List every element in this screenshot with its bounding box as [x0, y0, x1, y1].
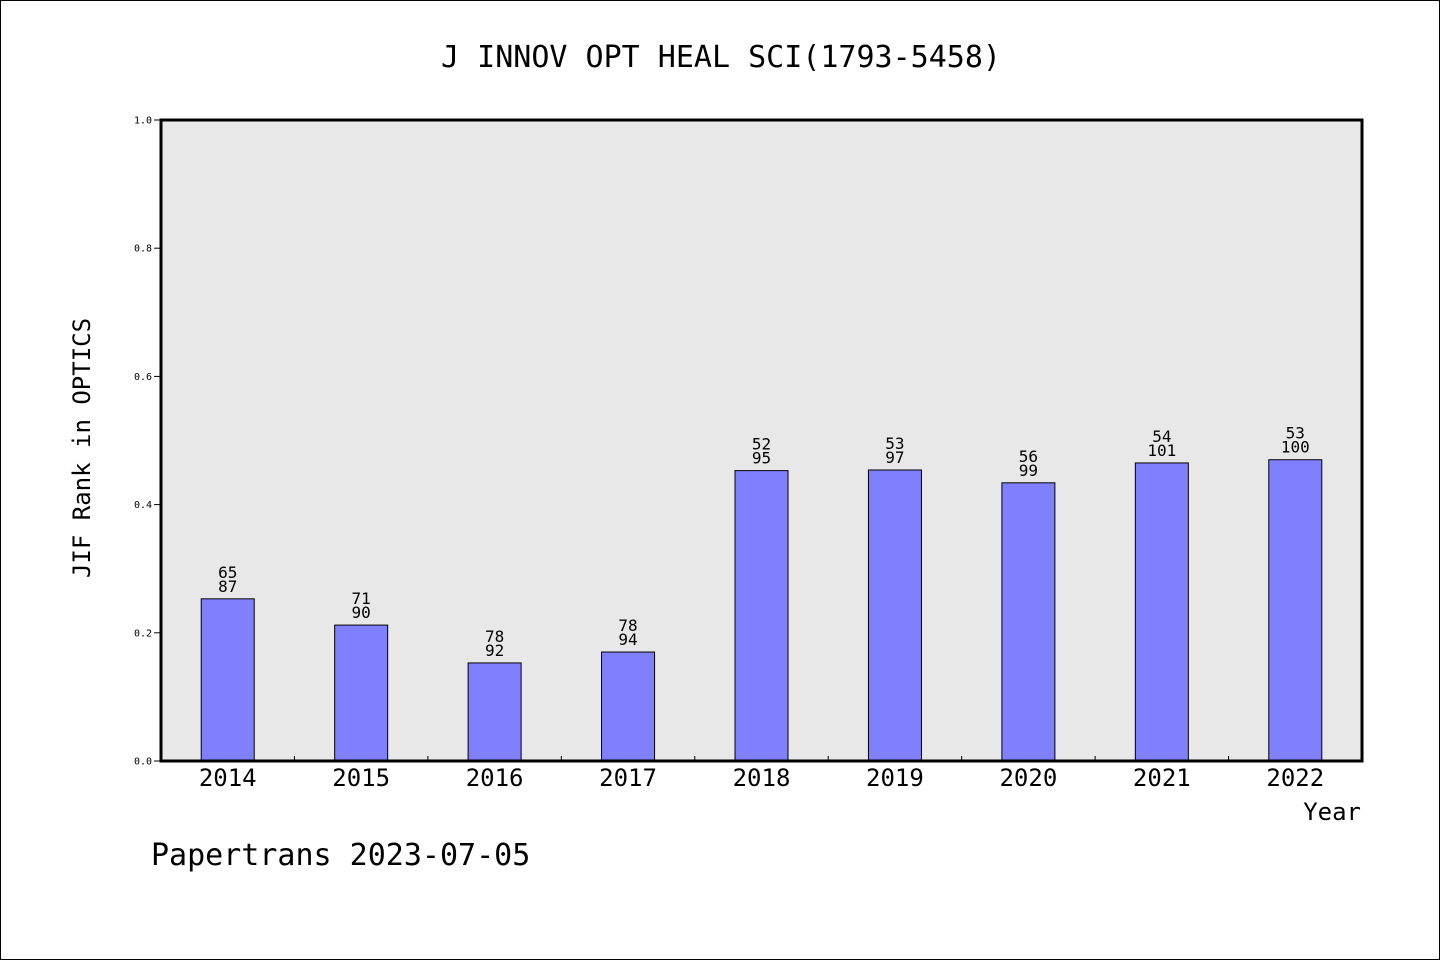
bar — [601, 651, 656, 762]
x-tick-label: 2016 — [466, 764, 524, 792]
bar-label-total: 100 — [1281, 438, 1310, 457]
x-tick-label: 2015 — [332, 764, 390, 792]
footer-credit: Papertrans 2023-07-05 — [151, 838, 530, 873]
y-tick-label: 1.0 — [134, 116, 152, 127]
bar-label-total: 99 — [1019, 461, 1038, 480]
bar-label-total: 92 — [485, 641, 504, 660]
bar — [1134, 462, 1189, 762]
bar-label-total: 95 — [752, 449, 771, 468]
x-tick-label: 2014 — [199, 764, 257, 792]
x-tick-label: 2018 — [733, 764, 791, 792]
bar-label-total: 94 — [618, 630, 637, 649]
bar — [867, 469, 922, 762]
bar-label-rank: 56 — [1019, 447, 1038, 466]
bar — [334, 624, 389, 762]
bar-label-rank: 54 — [1152, 427, 1171, 446]
bar-label-total: 90 — [352, 603, 371, 622]
bar-label-rank: 53 — [1286, 424, 1305, 443]
bar — [1001, 482, 1056, 762]
bar-label-total: 87 — [218, 577, 237, 596]
bar-label-rank: 53 — [885, 434, 904, 453]
x-axis-label: Year — [1303, 798, 1361, 826]
bar — [1268, 459, 1323, 762]
x-axis-ticks: 2014 2015 2016 2017 2018 2019 2020 2021 2022 — [199, 756, 1324, 792]
chart-title: J INNOV OPT HEAL SCI(1793-5458) — [441, 40, 1001, 75]
y-tick-label: 0.4 — [134, 500, 152, 511]
bar-label-total: 101 — [1147, 441, 1176, 460]
bar-label-rank: 52 — [752, 435, 771, 454]
bar-label-rank: 78 — [618, 616, 637, 635]
bar-label-rank: 71 — [352, 589, 371, 608]
bar — [734, 470, 789, 762]
bar-label-rank: 65 — [218, 563, 237, 582]
x-tick-label: 2020 — [999, 764, 1057, 792]
y-tick-label: 0.0 — [134, 757, 152, 768]
y-tick-label: 0.6 — [134, 372, 152, 383]
bar-label-rank: 78 — [485, 627, 504, 646]
x-tick-label: 2019 — [866, 764, 924, 792]
plot-border — [159, 118, 1364, 763]
bar — [200, 598, 255, 762]
y-tick-label: 0.8 — [134, 244, 152, 255]
bar-label-total: 97 — [885, 448, 904, 467]
bar — [467, 662, 522, 762]
y-axis-label: JIF Rank in OPTICS — [68, 318, 96, 578]
x-tick-label: 2022 — [1266, 764, 1324, 792]
y-axis-ticks: 0.0 0.2 0.4 0.6 0.8 1.0 — [134, 116, 161, 768]
x-tick-label: 2021 — [1133, 764, 1191, 792]
x-tick-label: 2017 — [599, 764, 657, 792]
y-tick-label: 0.2 — [134, 628, 152, 639]
